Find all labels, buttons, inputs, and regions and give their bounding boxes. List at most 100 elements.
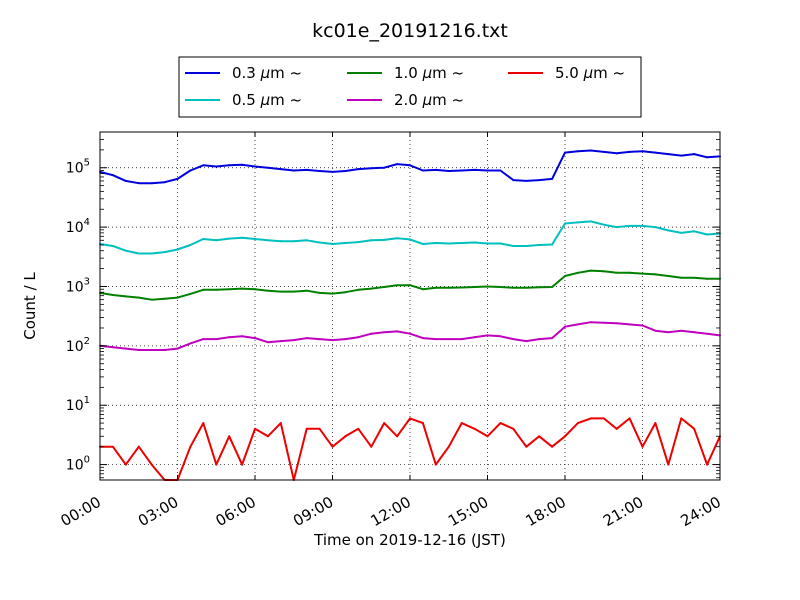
data-point [551, 243, 554, 246]
data-point [641, 150, 644, 153]
data-point [189, 169, 192, 172]
data-point [615, 271, 618, 274]
data-point [589, 417, 592, 420]
data-point [525, 286, 528, 289]
data-point [538, 338, 541, 341]
data-point [654, 226, 657, 229]
data-point [150, 463, 153, 466]
data-point [499, 422, 502, 425]
x-tick-label: 18:00 [523, 493, 569, 530]
data-point [266, 289, 269, 292]
data-point [228, 435, 231, 438]
data-point [331, 445, 334, 448]
data-point [111, 293, 114, 296]
data-point [163, 181, 166, 184]
y-tick-label: 102 [66, 336, 90, 355]
data-point [254, 288, 256, 291]
data-point [215, 338, 218, 341]
data-point [228, 237, 231, 240]
data-point [124, 249, 127, 252]
data-point [680, 276, 683, 279]
data-point [460, 286, 463, 289]
data-point [137, 182, 140, 185]
data-point [318, 338, 321, 341]
data-point [266, 239, 269, 242]
data-point [357, 336, 360, 339]
data-point [641, 272, 644, 275]
data-point [137, 296, 140, 299]
data-point [383, 331, 386, 334]
data-point [486, 334, 489, 337]
x-tick-label: 15:00 [445, 493, 491, 530]
data-point [292, 240, 295, 243]
data-point [344, 291, 347, 294]
data-point [486, 169, 489, 172]
data-point [706, 277, 709, 280]
data-point [654, 273, 657, 276]
data-point [628, 323, 631, 326]
data-point [538, 286, 541, 289]
data-point [693, 331, 696, 334]
data-point [409, 164, 411, 167]
data-point [279, 290, 282, 293]
data-point [137, 252, 140, 255]
data-point [292, 290, 295, 293]
x-tick-label: 03:00 [135, 493, 181, 530]
data-point [680, 231, 683, 234]
data-point [241, 163, 244, 166]
data-point [486, 285, 489, 288]
data-point [266, 435, 269, 438]
data-point [615, 152, 618, 155]
data-point [576, 323, 579, 326]
x-axis-label: Time on 2019-12-16 (JST) [313, 531, 506, 549]
data-point [447, 445, 450, 448]
data-point [215, 463, 218, 466]
data-point [176, 177, 179, 180]
data-point [447, 338, 450, 341]
data-point [551, 337, 554, 340]
data-point [215, 165, 218, 168]
data-point [512, 286, 515, 289]
data-point [628, 271, 631, 274]
data-point [344, 435, 347, 438]
data-point [615, 226, 618, 229]
data-point [447, 242, 450, 245]
data-point [421, 337, 424, 340]
data-point [615, 427, 618, 430]
data-point [667, 275, 670, 278]
data-point [460, 422, 463, 425]
data-point [473, 286, 476, 289]
data-point [331, 170, 334, 173]
data-point [409, 417, 411, 420]
x-tick-label: 24:00 [678, 493, 724, 530]
data-point [279, 422, 282, 425]
data-point [499, 335, 502, 338]
data-point [189, 445, 192, 448]
data-point [576, 271, 579, 274]
data-point [176, 248, 179, 251]
data-point [706, 463, 709, 466]
data-point [589, 220, 592, 223]
data-point [215, 239, 218, 242]
series-5 [99, 417, 721, 481]
data-point [693, 153, 696, 156]
data-point [331, 339, 334, 342]
series-1 [99, 149, 721, 185]
data-point [266, 341, 269, 344]
data-point [512, 179, 515, 182]
chart-title: kc01e_20191216.txt [312, 20, 508, 42]
data-point [512, 245, 515, 248]
data-point [641, 324, 644, 327]
series-2 [99, 220, 721, 255]
data-point [228, 336, 231, 339]
data-point [680, 417, 683, 420]
data-point [241, 236, 244, 239]
data-point [383, 286, 386, 289]
data-point [538, 435, 541, 438]
data-point [473, 241, 476, 244]
legend-label: 0.3 μm ~ [232, 64, 302, 82]
data-point [150, 349, 153, 352]
data-point [680, 329, 683, 332]
data-point [525, 179, 528, 182]
